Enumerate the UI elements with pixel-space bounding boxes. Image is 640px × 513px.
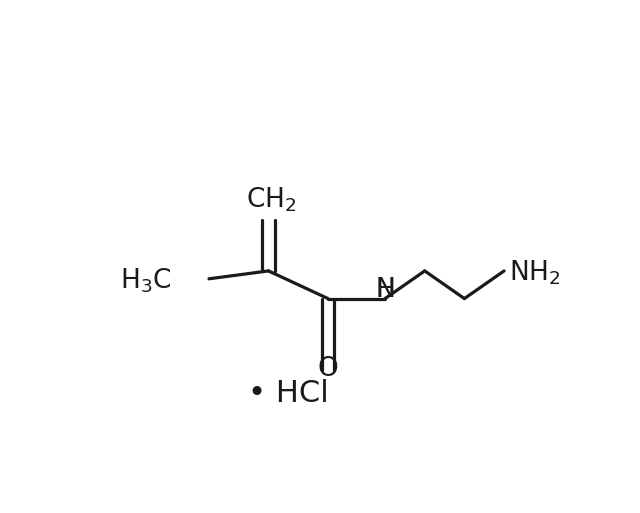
Text: N: N bbox=[375, 277, 395, 303]
Text: H: H bbox=[375, 277, 395, 303]
Text: $\mathregular{CH_2}$: $\mathregular{CH_2}$ bbox=[246, 186, 296, 214]
Text: $\mathregular{NH_2}$: $\mathregular{NH_2}$ bbox=[509, 259, 561, 287]
Text: O: O bbox=[317, 356, 339, 382]
Text: • HCl: • HCl bbox=[248, 379, 329, 408]
Text: $\mathregular{H_3C}$: $\mathregular{H_3C}$ bbox=[120, 267, 172, 295]
